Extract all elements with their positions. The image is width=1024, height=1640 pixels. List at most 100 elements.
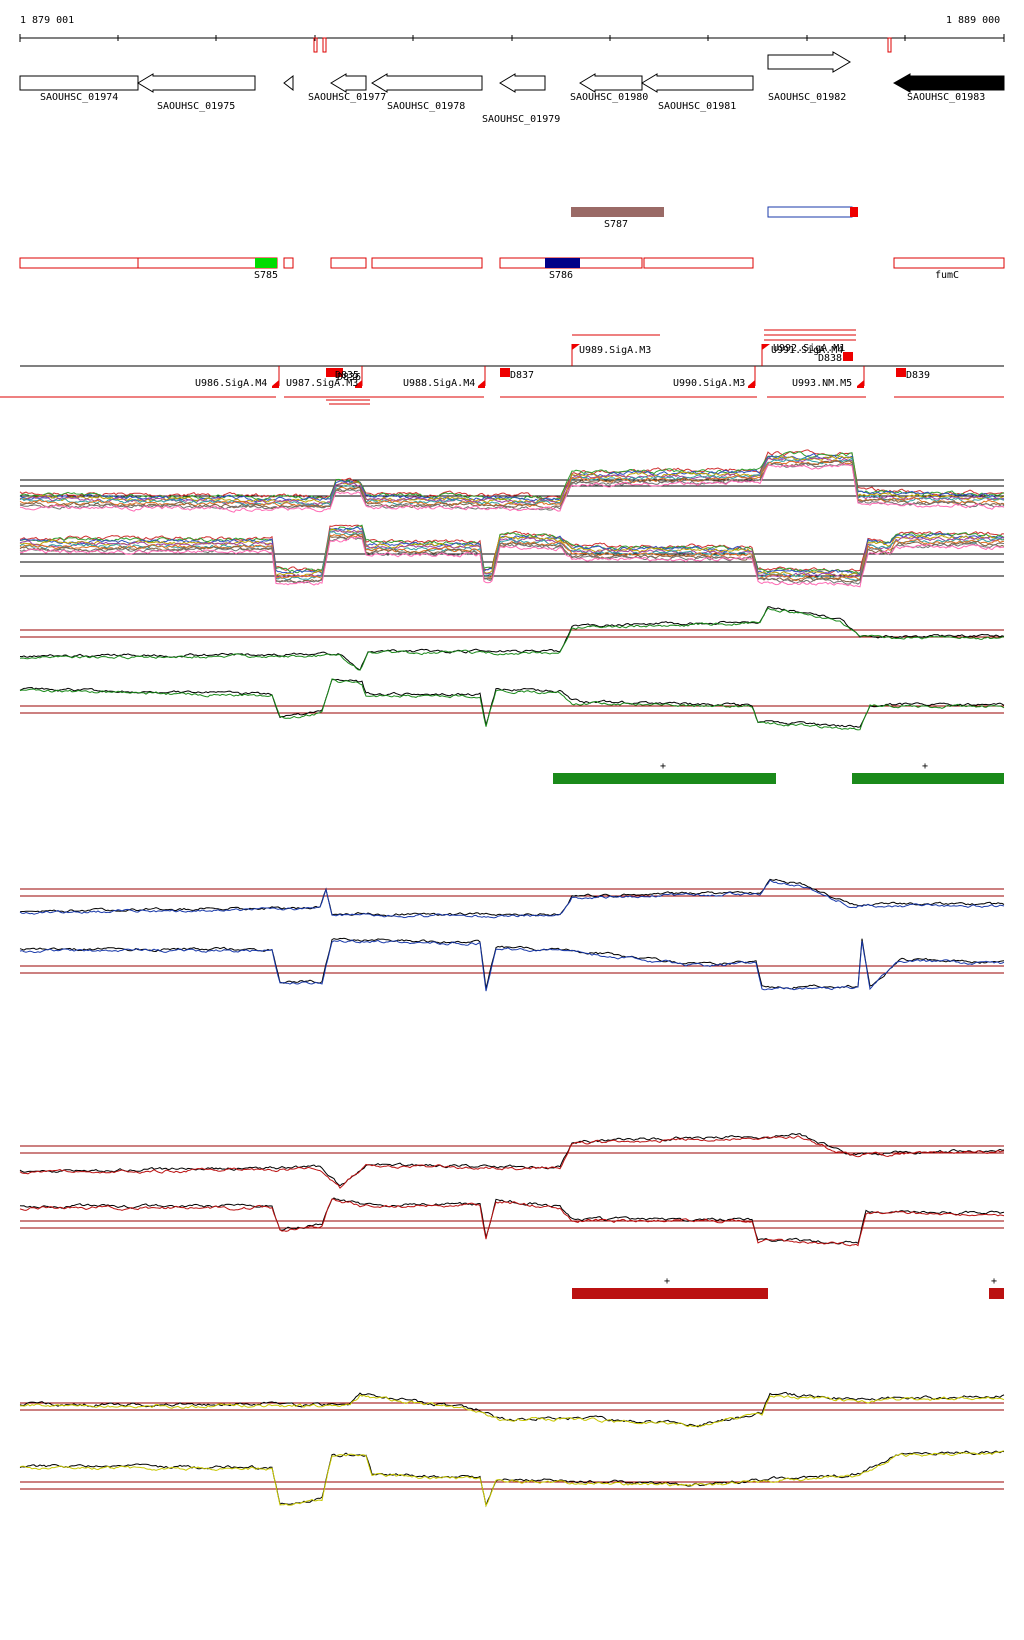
strand-mark: + <box>991 1276 997 1287</box>
feature-s787[interactable] <box>571 207 664 217</box>
signal-line <box>19 606 1005 671</box>
promoter-flag[interactable] <box>748 380 755 388</box>
signal-line <box>19 536 1005 585</box>
promoter-flag[interactable] <box>572 344 580 350</box>
green-condition-profiles <box>19 606 1005 731</box>
gene-arrow[interactable] <box>283 74 294 92</box>
expression-panel-blue <box>19 878 1005 992</box>
yellow-condition-profiles <box>19 1391 1005 1508</box>
strand-mark: + <box>922 761 928 772</box>
feature-s785[interactable] <box>255 258 277 268</box>
gene-label: SAOUHSC_01974 <box>40 92 118 103</box>
feature-box[interactable] <box>643 257 754 269</box>
promoter-label: U991.SigA.M4 <box>771 345 843 356</box>
blue-condition-profiles <box>19 878 1005 992</box>
multi-condition-profiles <box>19 449 1005 588</box>
coordinate-end: 1 889 000 <box>946 15 1000 26</box>
terminator-label: D837 <box>510 370 534 381</box>
terminator-marker[interactable] <box>500 368 510 377</box>
terminator-label: D839 <box>906 370 930 381</box>
red-condition-profiles <box>19 1133 1005 1247</box>
feature-s785-label: S785 <box>254 270 278 281</box>
gene-track <box>19 51 1005 93</box>
feature-s786[interactable] <box>545 258 580 268</box>
signal-line <box>19 536 1005 588</box>
coordinate-start: 1 879 001 <box>20 15 74 26</box>
terminator-marker[interactable] <box>896 368 906 377</box>
segment-bar[interactable] <box>989 1288 1004 1299</box>
terminator-marker[interactable] <box>333 368 343 377</box>
terminator-label: D838 <box>818 353 842 364</box>
promoter-label: U993.NM.M5 <box>792 378 852 389</box>
promoter-flag[interactable] <box>478 380 485 388</box>
gene-label: SAOUHSC_01982 <box>768 92 846 103</box>
promoter-flag[interactable] <box>857 380 864 388</box>
signal-line <box>19 879 1005 919</box>
gene-arrow-solid[interactable] <box>892 73 1005 93</box>
segment-bar[interactable] <box>553 773 776 784</box>
feature-track: S787 S785 S786 fumC <box>19 206 1005 281</box>
terminator-marker[interactable] <box>843 352 853 361</box>
strand-mark: + <box>660 761 666 772</box>
threshold-lines <box>20 479 1004 577</box>
signal-line <box>19 678 1005 728</box>
signal-line <box>19 1450 1005 1508</box>
signal-line <box>19 1198 1005 1247</box>
terminator-marker[interactable] <box>326 368 336 377</box>
terminator-label: D835 <box>335 370 359 381</box>
coordinate-ruler: 1 879 001 1 889 000 <box>19 15 1005 53</box>
signal-line <box>19 678 1005 731</box>
signal-line <box>19 450 1005 502</box>
signal-line <box>19 528 1005 578</box>
gene-arrow[interactable] <box>641 73 754 93</box>
promoter-flag[interactable] <box>272 380 279 388</box>
feature-box[interactable] <box>283 257 294 269</box>
promoter-label: U987.SigA.M3 <box>286 378 358 389</box>
gene-arrow[interactable] <box>19 75 139 91</box>
gene-label: SAOUHSC_01983 <box>907 92 985 103</box>
gene-arrow[interactable] <box>137 73 256 93</box>
feature-box[interactable] <box>371 257 483 269</box>
gene-arrow[interactable] <box>330 73 367 93</box>
signal-line <box>19 463 1005 513</box>
terminator-label: D836 <box>337 372 361 383</box>
promoter-label: U986.SigA.M4 <box>195 378 267 389</box>
feature-box-marker <box>850 207 858 217</box>
feature-box[interactable] <box>893 257 1005 269</box>
promoter-label: U992.SigA.M1 <box>773 343 845 354</box>
gene-label: SAOUHSC_01978 <box>387 101 465 112</box>
expression-panel-multi <box>19 449 1005 588</box>
feature-fumc-label: fumC <box>935 270 959 281</box>
promoter-label: U990.SigA.M3 <box>673 378 745 389</box>
signal-line <box>19 1450 1005 1508</box>
strand-mark: + <box>664 1276 670 1287</box>
gene-arrow[interactable] <box>767 51 851 73</box>
signal-line <box>19 937 1005 990</box>
gene-arrow[interactable] <box>371 73 483 93</box>
signal-line <box>19 939 1005 992</box>
signal-line <box>19 1133 1005 1187</box>
gene-arrow[interactable] <box>579 73 643 93</box>
signal-line <box>19 1197 1005 1245</box>
signal-line <box>19 455 1005 504</box>
feature-s787-label: S787 <box>604 219 628 230</box>
gene-label: SAOUHSC_01979 <box>482 114 560 125</box>
gene-label: SAOUHSC_01975 <box>157 101 235 112</box>
feature-box-outline[interactable] <box>767 206 853 218</box>
feature-box[interactable] <box>330 257 367 269</box>
signal-line <box>19 1394 1005 1428</box>
promoter-flag[interactable] <box>355 380 362 388</box>
gene-arrow[interactable] <box>499 73 546 93</box>
segment-bar[interactable] <box>852 773 1004 784</box>
gene-label: SAOUHSC_01977 <box>308 92 386 103</box>
gene-label: SAOUHSC_01981 <box>658 101 736 112</box>
promoter-flag[interactable] <box>762 344 770 350</box>
gene-label: SAOUHSC_01980 <box>570 92 648 103</box>
feature-box[interactable] <box>19 257 139 269</box>
signal-line <box>19 1135 1005 1189</box>
expression-panel-red: + + <box>19 1133 1005 1299</box>
gene-labels: SAOUHSC_01974 SAOUHSC_01975 SAOUHSC_0197… <box>40 92 985 125</box>
segment-bar[interactable] <box>572 1288 768 1299</box>
promoter-track: U986.SigA.M4 U987.SigA.M3 D835 D836 U988… <box>0 329 1004 405</box>
